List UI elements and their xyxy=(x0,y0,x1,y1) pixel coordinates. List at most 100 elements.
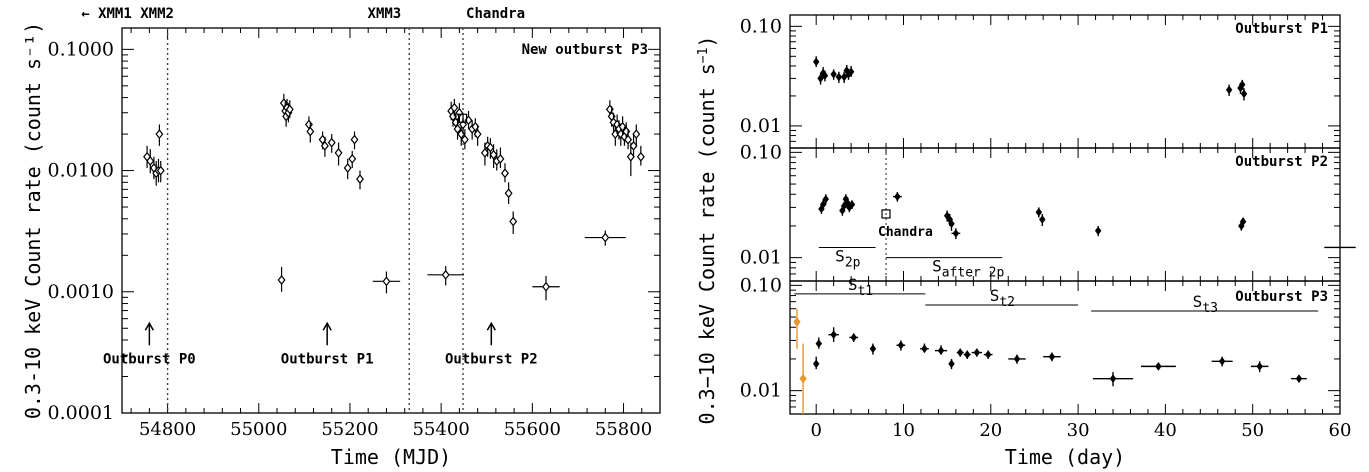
data-point xyxy=(819,200,827,209)
data-point xyxy=(817,74,824,83)
segment-subscript: t3 xyxy=(1202,301,1218,316)
orange-point xyxy=(793,317,801,327)
outburst-label: Outburst P0 xyxy=(103,351,196,367)
data-point xyxy=(1239,217,1247,226)
data-point xyxy=(350,134,359,145)
data-point xyxy=(948,359,955,369)
data-point xyxy=(1155,362,1162,371)
panel-3: 0.01 0.10 0 10 20 30 40 50 60 Time (day) Outburst … xyxy=(740,274,1352,469)
data-point xyxy=(894,192,901,201)
data-point xyxy=(937,346,945,355)
binned-point xyxy=(441,269,450,280)
data-point xyxy=(450,102,459,113)
data-point xyxy=(830,69,837,79)
data-point xyxy=(957,348,964,357)
data-point xyxy=(504,188,513,199)
data-point xyxy=(626,151,635,162)
panel-label: Outburst P3 xyxy=(1235,289,1328,305)
data-point xyxy=(897,340,905,350)
data-point xyxy=(848,200,856,209)
x-axis-label: Time (MJD) xyxy=(331,445,451,469)
data-point xyxy=(489,149,498,160)
x-tick-label: 10 xyxy=(892,420,915,441)
right-stacked-light-curves: 0.3−10 keV Count rate (count s−1) 0.01 0.1… xyxy=(695,14,1356,469)
data-point xyxy=(973,348,981,357)
x-tick-label: 55200 xyxy=(321,419,378,440)
y-tick-label: 0.01 xyxy=(740,380,782,402)
x-tick-label: 0 xyxy=(810,420,821,441)
segment-label: St3 xyxy=(1193,292,1218,316)
x-tick-label: 60 xyxy=(1329,420,1352,441)
data-point xyxy=(1225,85,1233,95)
data-point xyxy=(327,137,336,148)
outburst-label: Outburst P1 xyxy=(281,351,374,367)
data-point xyxy=(1039,215,1046,224)
y-tick-label: 0.0100 xyxy=(48,160,114,182)
data-point xyxy=(636,151,645,162)
y-tick-label: 0.1000 xyxy=(48,38,114,60)
data-point xyxy=(840,72,848,82)
data-point xyxy=(984,350,992,359)
data-point xyxy=(155,129,164,140)
segment-subscript: after 2p xyxy=(942,266,1005,281)
data-point xyxy=(501,168,509,179)
y-tick-label: 0.01 xyxy=(740,247,782,269)
data-point xyxy=(1218,356,1226,366)
data-point xyxy=(460,134,469,145)
annotation-label: New outburst P3 xyxy=(522,42,648,58)
data-point xyxy=(473,129,482,140)
y-tick-label: 0.0010 xyxy=(48,281,114,303)
data-point xyxy=(449,111,457,122)
data-point xyxy=(948,219,955,229)
y-tick-label: 0.01 xyxy=(740,115,782,137)
data-point xyxy=(285,104,294,115)
x-tick-label: 55000 xyxy=(230,419,287,440)
data-point xyxy=(821,71,829,80)
binned-point xyxy=(382,276,391,287)
data-point xyxy=(952,229,960,238)
y-axis-label: 0.3-10 keV Count rate (count s⁻¹) xyxy=(21,22,45,419)
data-point xyxy=(320,140,329,151)
segment-label: St2 xyxy=(990,286,1015,310)
segment-label: Safter 2p xyxy=(932,257,1004,281)
y-axis-label-right: 0.3−10 keV Count rate (count s−1) xyxy=(695,36,719,425)
outburst-arrowhead xyxy=(322,321,332,331)
x-tick-label: 54800 xyxy=(139,419,196,440)
data-point xyxy=(156,165,165,176)
data-point xyxy=(830,330,837,340)
outburst-arrowhead xyxy=(486,321,496,331)
data-point xyxy=(822,194,830,204)
outburst-arrowhead xyxy=(144,321,155,331)
data-point xyxy=(343,163,352,173)
data-point xyxy=(455,107,464,118)
data-point xyxy=(869,344,877,354)
data-point xyxy=(1109,374,1117,383)
orange-point xyxy=(799,373,807,384)
data-point xyxy=(618,121,627,132)
x-tick-label: 50 xyxy=(1241,420,1264,441)
y-tick-label: 0.10 xyxy=(740,15,782,37)
panel-frame xyxy=(789,280,1341,415)
data-point xyxy=(1256,362,1263,371)
left-light-curve: 54800 55000 55200 55400 55600 55800 0.0001 0.00… xyxy=(21,6,661,469)
data-point xyxy=(1238,80,1246,89)
segment-subscript: t2 xyxy=(999,295,1015,310)
data-point xyxy=(629,140,638,151)
panel-label: Outburst P2 xyxy=(1235,154,1328,170)
data-point xyxy=(835,72,843,82)
outburst-label: Outburst P2 xyxy=(445,351,538,367)
segment-label: S2p xyxy=(835,246,860,270)
event-label: ← XMM1 XMM2 xyxy=(81,6,174,22)
data-point xyxy=(1094,226,1102,236)
panel-1: 0.01 0.10 Outburst P1 xyxy=(740,14,1341,149)
data-point xyxy=(1240,89,1248,99)
data-point xyxy=(334,147,343,158)
data-point xyxy=(812,359,820,369)
y-tick-label: 0.10 xyxy=(740,274,782,296)
x-tick-label: 20 xyxy=(979,420,1002,441)
x-tick-label: 55400 xyxy=(413,419,470,440)
x-axis-label: Time (day) xyxy=(1005,445,1125,469)
y-axis-superscript: −1 xyxy=(696,48,711,64)
event-label: XMM3 xyxy=(368,6,402,22)
chandra-point xyxy=(457,113,468,123)
